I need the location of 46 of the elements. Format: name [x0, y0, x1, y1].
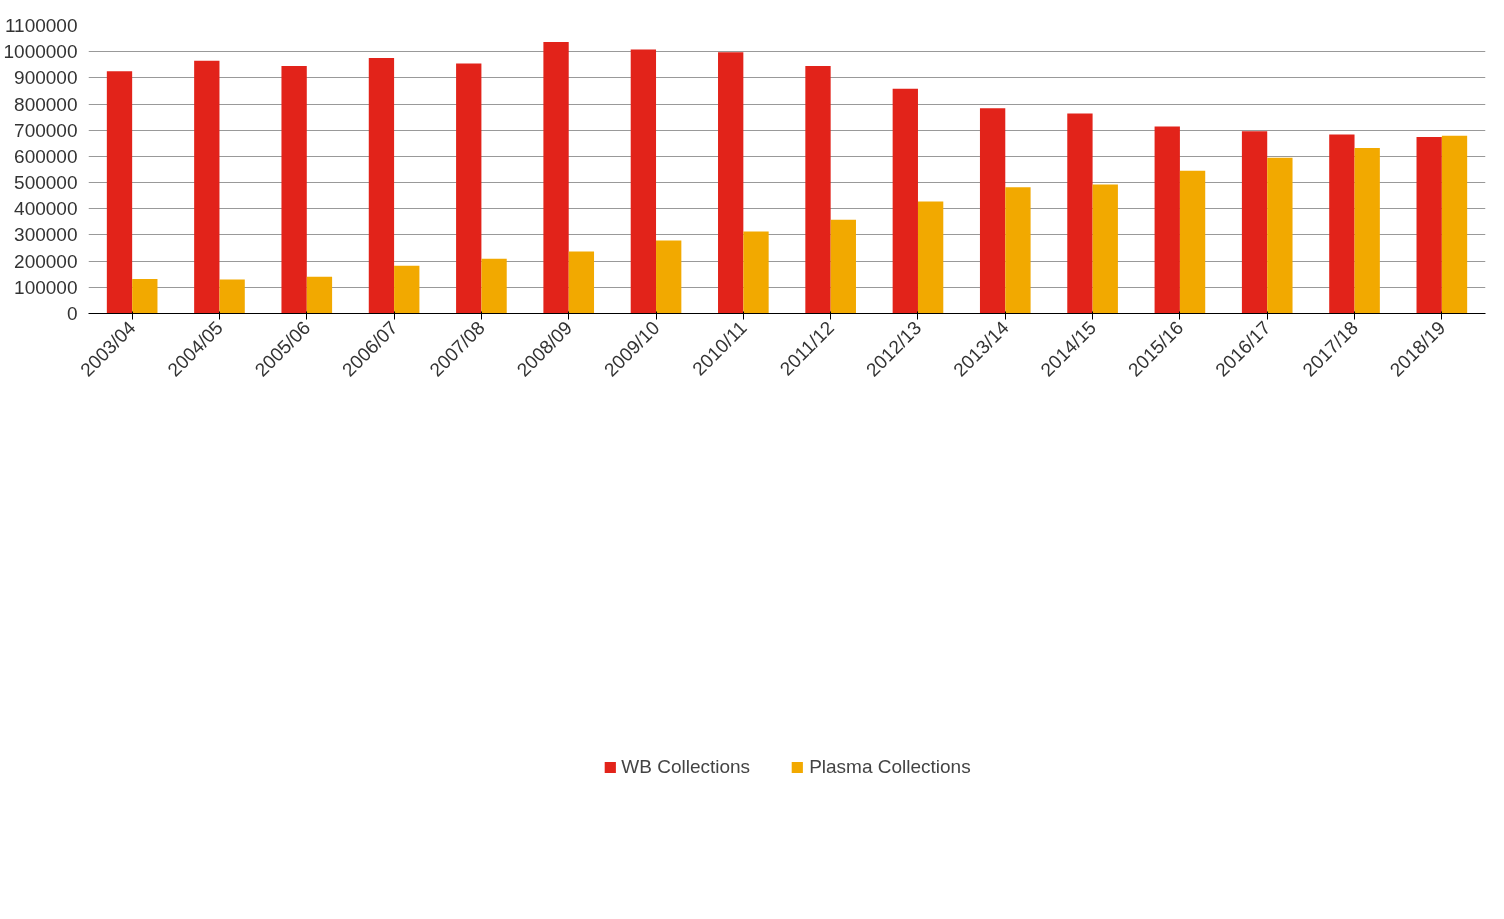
y-tick-label: 400000 — [14, 198, 78, 220]
bar — [1154, 126, 1180, 314]
bar — [743, 231, 769, 314]
bar — [718, 52, 744, 314]
bar — [1067, 113, 1093, 314]
bar — [805, 66, 831, 314]
y-tick-label: 500000 — [14, 172, 78, 194]
bar — [306, 276, 333, 314]
y-tick-label: 0 — [66, 303, 78, 324]
bar — [830, 219, 856, 314]
bar — [979, 108, 1006, 314]
legend-label: WB Collections — [621, 756, 751, 778]
bar — [368, 57, 395, 314]
bar — [281, 66, 307, 314]
bar — [1441, 135, 1468, 314]
bar — [1329, 134, 1355, 314]
y-tick-label: 300000 — [14, 224, 78, 246]
bar — [656, 240, 682, 314]
bar — [456, 63, 482, 314]
bar — [1267, 157, 1293, 314]
legend-label: Plasma Collections — [809, 756, 971, 778]
bar — [1241, 131, 1268, 314]
bar — [543, 41, 569, 314]
y-tick-label: 1000000 — [3, 41, 78, 63]
bar — [568, 251, 595, 314]
bar — [132, 278, 158, 314]
bar — [1179, 170, 1206, 314]
bar — [1354, 148, 1380, 314]
bar — [394, 265, 420, 314]
y-tick-label: 700000 — [14, 119, 78, 141]
bar — [1005, 187, 1031, 314]
bar — [106, 71, 133, 314]
y-tick-label: 1100000 — [4, 15, 78, 36]
y-tick-label: 900000 — [14, 67, 78, 89]
bar — [917, 201, 944, 314]
y-tick-label: 100000 — [14, 276, 78, 298]
bar — [1092, 184, 1118, 314]
bar — [219, 279, 245, 314]
bar — [1416, 137, 1442, 314]
bar — [630, 49, 657, 314]
y-tick-label: 800000 — [14, 93, 78, 115]
bar — [194, 60, 220, 314]
y-tick-label: 600000 — [14, 145, 78, 167]
y-tick-label: 200000 — [14, 250, 78, 272]
bar — [892, 88, 918, 314]
bar — [481, 258, 507, 314]
